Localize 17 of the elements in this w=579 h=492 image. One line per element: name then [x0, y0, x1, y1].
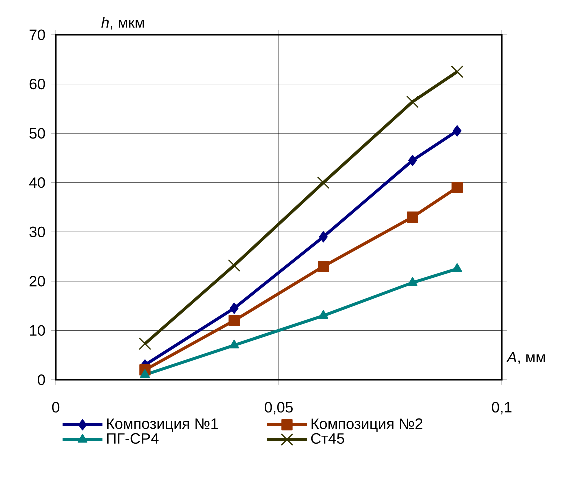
y-tick-label: 30	[30, 226, 46, 238]
x-tick-label: 0	[52, 402, 60, 413]
y-tick-label: 0	[38, 374, 46, 386]
y-axis-title: h, мкм	[102, 17, 144, 30]
x-tick-label: 0,1	[492, 402, 512, 415]
x-tick-label: 0,05	[264, 402, 293, 415]
x-axis-title: A, мм	[506, 352, 546, 364]
legend-label: ПГ-СР4	[107, 433, 159, 444]
legend-label: Композиция №1	[107, 418, 218, 432]
y-tick-label: 60	[30, 78, 46, 90]
legend-label: Композиция №2	[312, 418, 423, 432]
y-tick-label: 10	[30, 325, 46, 336]
y-tick-label: 70	[30, 30, 46, 40]
y-tick-label: 50	[30, 128, 46, 139]
y-tick-label: 40	[29, 178, 46, 188]
y-tick-label: 20	[30, 276, 46, 287]
legend-label: Ст45	[311, 433, 344, 444]
